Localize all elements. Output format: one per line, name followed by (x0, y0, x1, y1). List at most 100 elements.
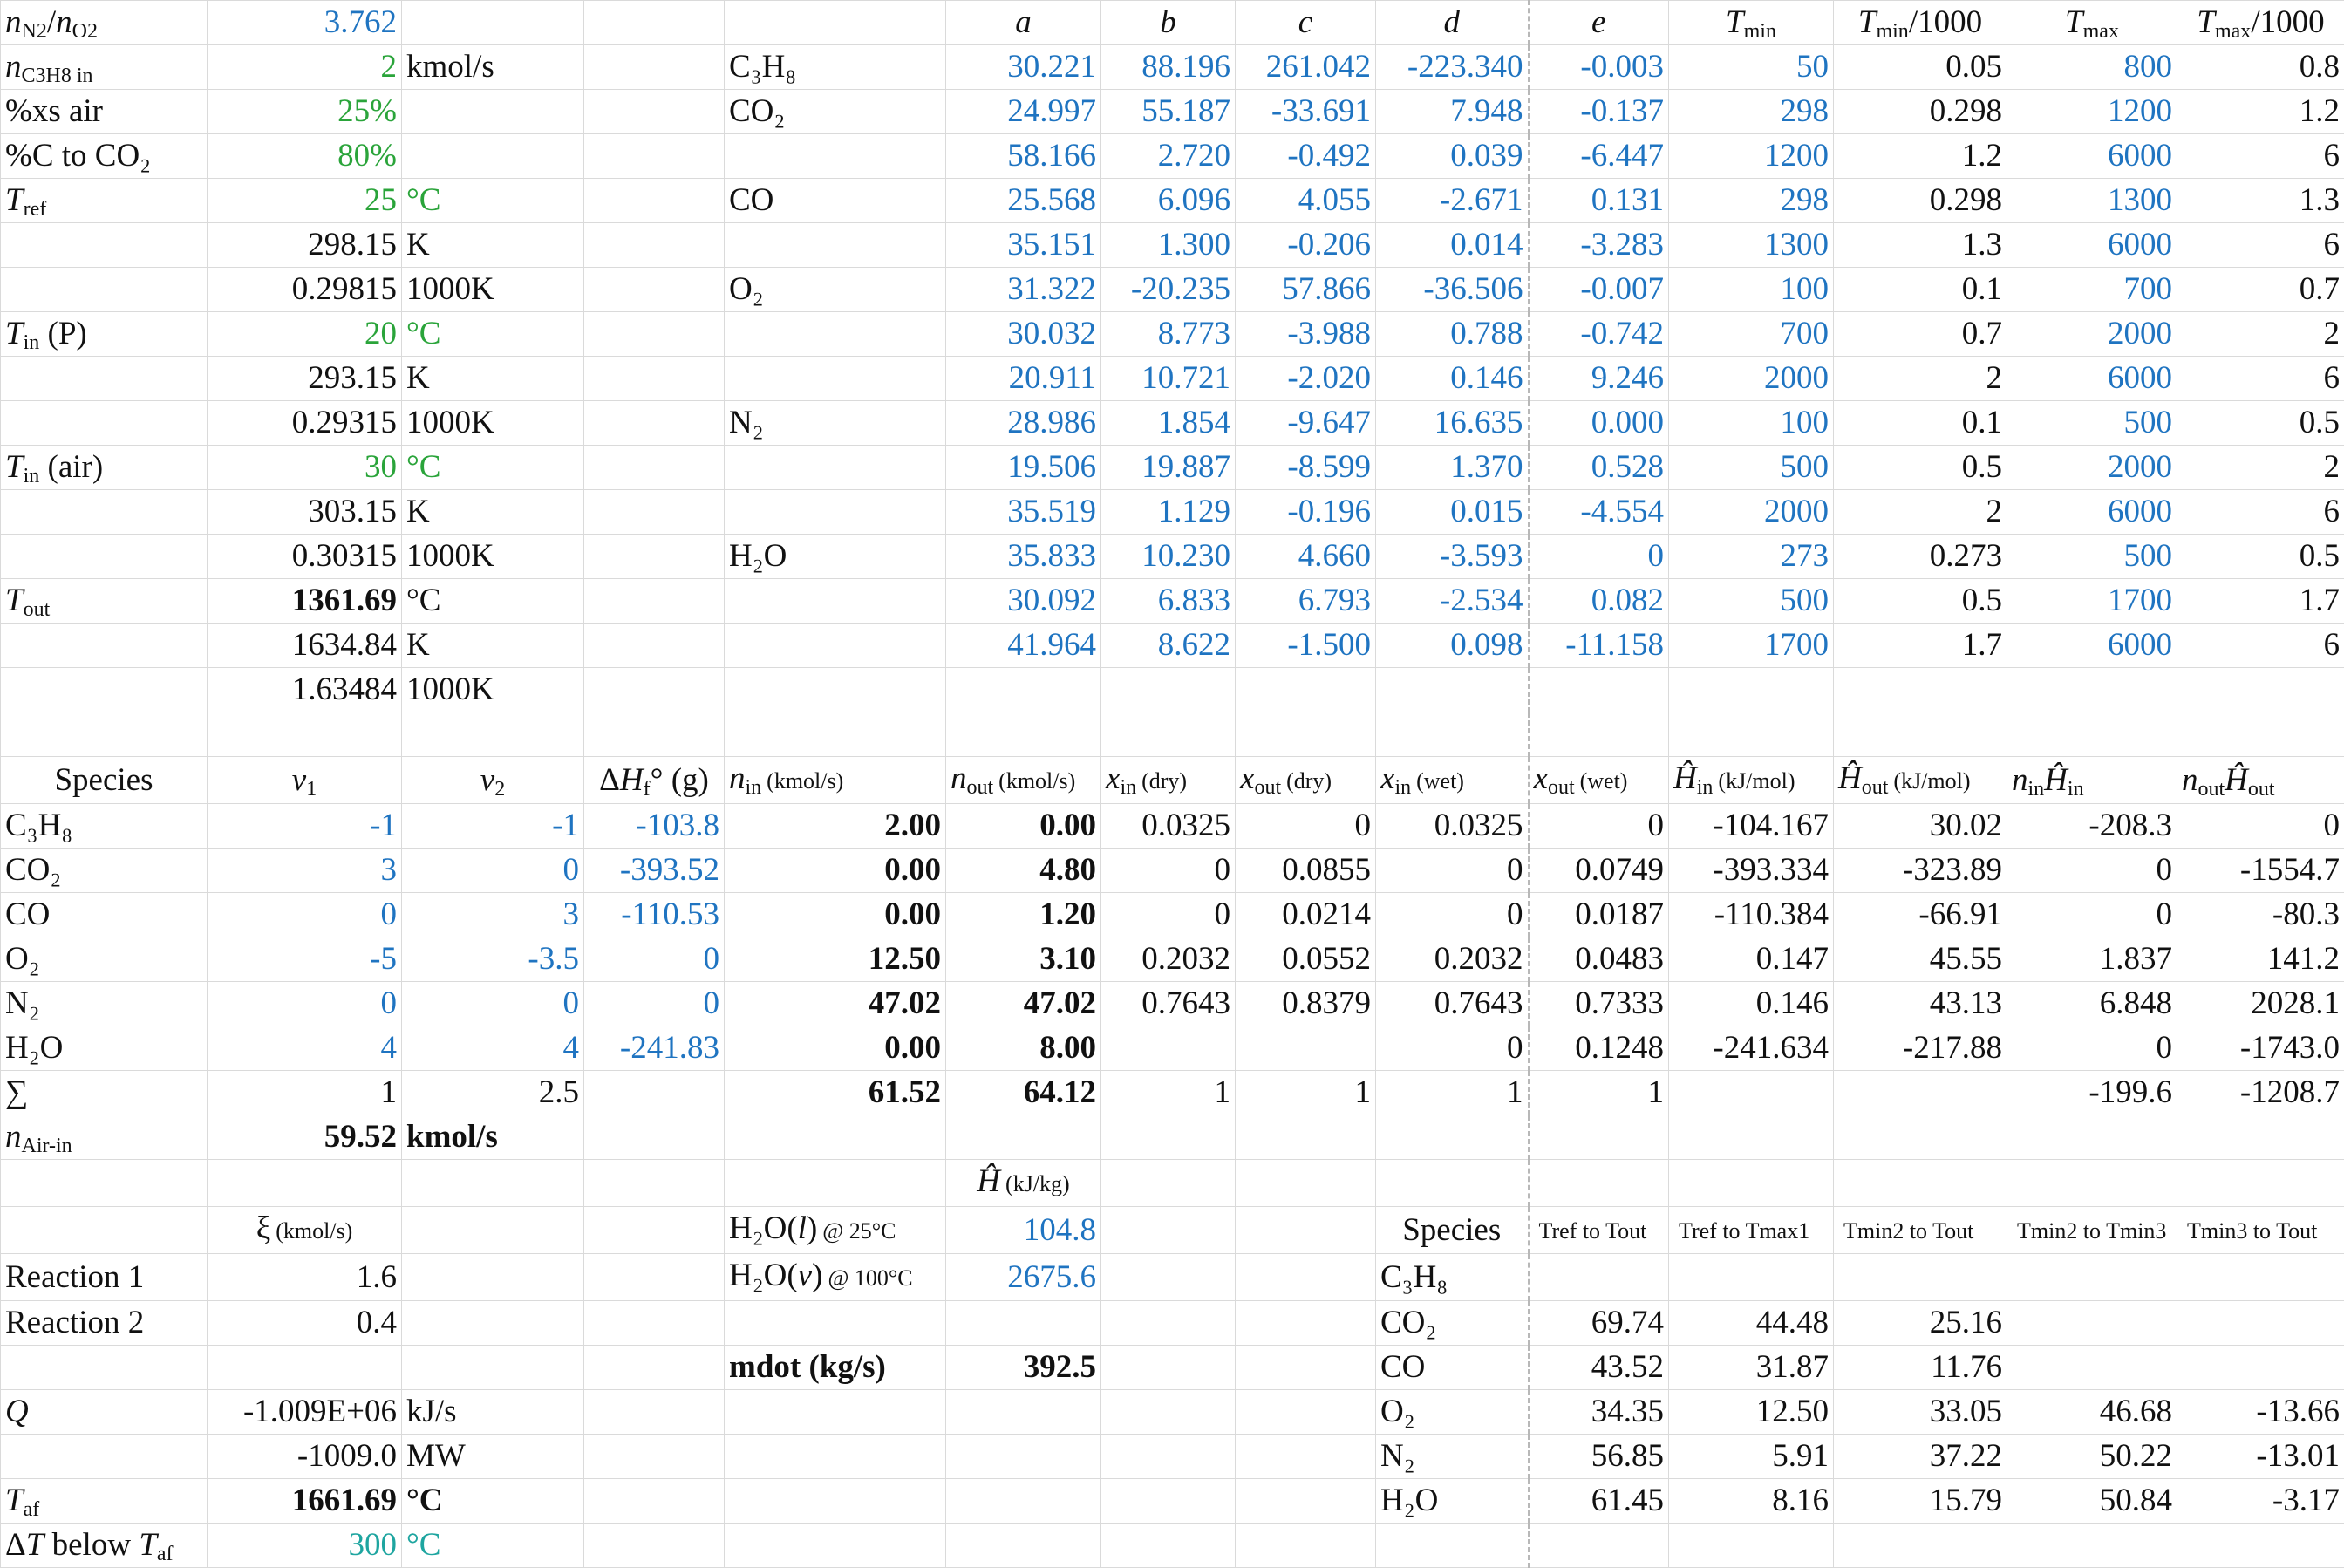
cell: -110.53 (584, 893, 725, 937)
cell: 1 (1376, 1071, 1529, 1115)
cell: 1 (1101, 1071, 1236, 1115)
cell-text: -9.647 (1287, 405, 1371, 440)
cell: nC3H8 in (1, 45, 208, 90)
cell-text: -3.593 (1440, 538, 1523, 574)
cell: Species (1, 757, 208, 804)
cell-text: N₂ (5, 985, 40, 1021)
cell: 1661.69 (208, 1479, 402, 1524)
cell: 0.4 (208, 1301, 402, 1346)
cell-text: 6 (2324, 227, 2341, 262)
cell-text: 1361.69 (292, 583, 397, 618)
cell (402, 712, 584, 757)
cell-text: 1 (1648, 1074, 1665, 1110)
small-text: Tref to Tmax1 (1679, 1218, 1809, 1244)
cell: Reaction 2 (1, 1301, 208, 1346)
cell-text: 0.5 (1962, 583, 2002, 618)
italic-text: n (951, 760, 967, 796)
cell-text: H₂O( (729, 1258, 798, 1293)
cell: 0 (1529, 535, 1669, 579)
cell-text: 0.8 (2300, 49, 2340, 85)
cell-text: 6 (2324, 360, 2341, 396)
cell: -323.89 (1834, 849, 2007, 893)
cell-text: -1554.7 (2240, 852, 2340, 888)
cell-text: 0.273 (1930, 538, 2002, 574)
cell-text: 6.848 (2100, 985, 2172, 1021)
cell-text: 0 (1507, 852, 1523, 888)
small-text: (kJ/mol) (1893, 768, 1970, 794)
cell-text: 35.519 (1007, 494, 1096, 529)
cell-text: 2 (381, 49, 398, 85)
cell-text: 30.032 (1007, 316, 1096, 351)
cell-text: 0.29815 (292, 271, 397, 307)
cell-text: 58.166 (1007, 138, 1096, 174)
cell: 0.7643 (1376, 982, 1529, 1026)
cell-text: 1634.84 (292, 627, 397, 663)
cell (2007, 668, 2177, 712)
cell: H₂O(l)@ 25°C (725, 1207, 946, 1254)
italic-text: n (729, 760, 746, 796)
cell-text: C₃H₈ (729, 49, 796, 85)
cell (584, 1346, 725, 1390)
cell-text: 2 (1986, 360, 2003, 396)
cell-text: 88.196 (1141, 49, 1230, 85)
cell-text: 500 (1781, 449, 1830, 485)
cell: nAir-in (1, 1115, 208, 1160)
subscript: in (1697, 776, 1714, 799)
cell: -0.492 (1236, 134, 1376, 179)
cell-text: 0.7643 (1141, 985, 1230, 1021)
cell: -2.020 (1236, 357, 1376, 401)
cell-text: 0.7333 (1575, 985, 1664, 1021)
cell-text: 30.092 (1007, 583, 1096, 618)
cell-text: 6.096 (1158, 182, 1230, 218)
cell: 0 (402, 849, 584, 893)
cell: Reaction 1 (1, 1254, 208, 1301)
cell (584, 1435, 725, 1479)
cell (725, 579, 946, 624)
cell-text: %C to CO₂ (5, 138, 151, 174)
small-text: (wet) (1416, 768, 1464, 794)
italic-text: l (798, 1210, 807, 1246)
cell-text: Δ (599, 762, 620, 798)
cell: 2000 (2007, 446, 2177, 490)
cell-text: 0 (2324, 808, 2341, 843)
cell-text: 25% (337, 93, 397, 129)
cell (725, 223, 946, 268)
italic-text: T (26, 1527, 44, 1563)
cell-text: -0.492 (1287, 138, 1371, 174)
cell: 8.622 (1101, 624, 1236, 668)
cell-text: N₂ (1380, 1438, 1415, 1474)
cell: 141.2 (2177, 937, 2344, 982)
cell-text: 0.00 (884, 1030, 941, 1066)
cell: H₂O (725, 535, 946, 579)
cell (584, 1071, 725, 1115)
small-text: @ 100°C (828, 1265, 912, 1291)
cell-text: 0 (1215, 896, 1231, 932)
cell (725, 357, 946, 401)
cell: 2000 (2007, 312, 2177, 357)
cell-text: 0.146 (1450, 360, 1523, 396)
cell-text: -13.01 (2256, 1438, 2340, 1474)
cell: -6.447 (1529, 134, 1669, 179)
cell: O₂ (725, 268, 946, 312)
cell: 56.85 (1529, 1435, 1669, 1479)
cell: 0.00 (725, 1026, 946, 1071)
cell-text: 33.05 (1930, 1394, 2002, 1429)
cell (2177, 1301, 2344, 1346)
cell (725, 1115, 946, 1160)
cell-text: 25 (365, 182, 397, 218)
cell: 0 (1376, 849, 1529, 893)
italic-text: Ĥ (1838, 760, 1862, 796)
italic-text: x (1106, 760, 1120, 796)
cell (1669, 1160, 1834, 1207)
cell (584, 401, 725, 446)
cell: Taf (1, 1479, 208, 1524)
cell (1529, 1524, 1669, 1568)
